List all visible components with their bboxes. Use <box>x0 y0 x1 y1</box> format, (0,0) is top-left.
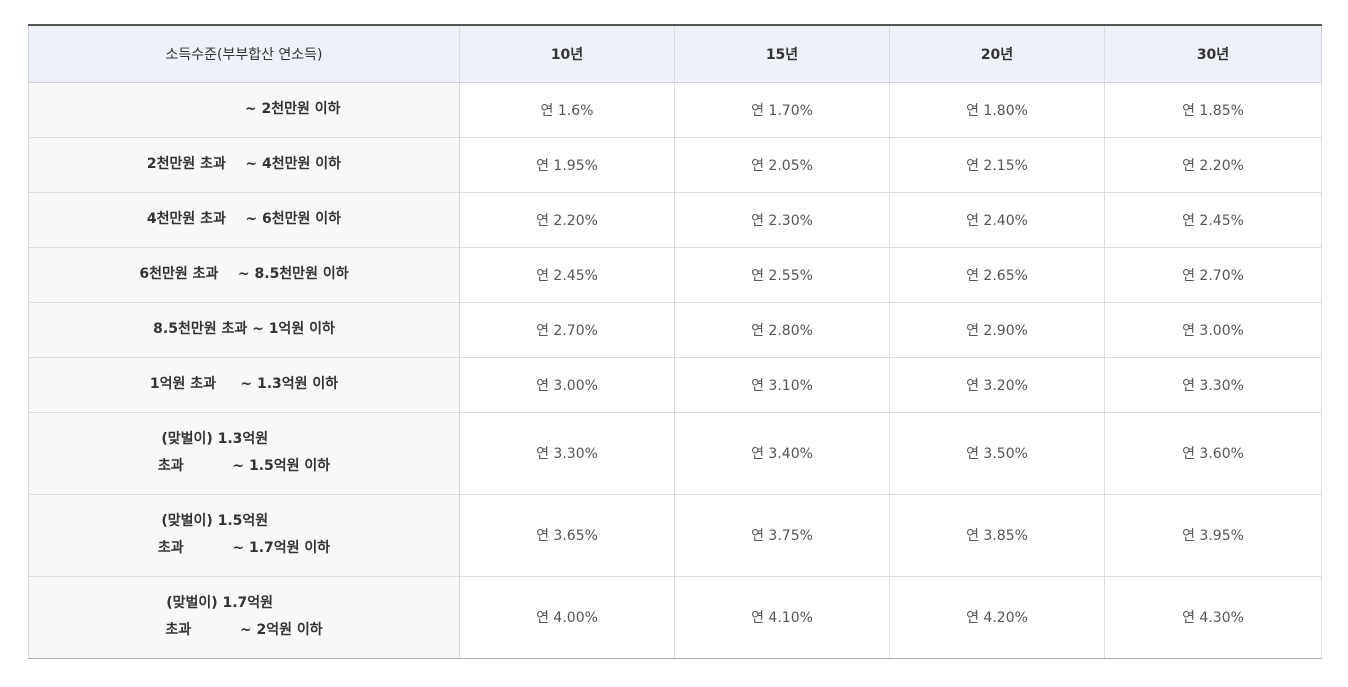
rate-cell-30y: 연 1.85% <box>1104 82 1322 138</box>
rate-cell-30y: 연 4.30% <box>1104 576 1322 659</box>
income-range-cell: (맞벌이) 1.3억원 초과 ~ 1.5억원 이하 <box>28 412 460 495</box>
header-income-level: 소득수준(부부합산 연소득) <box>28 25 460 83</box>
income-range-cell: (맞벌이) 1.7억원 초과 ~ 2억원 이하 <box>28 576 460 659</box>
rate-cell-10y: 연 3.00% <box>459 357 675 413</box>
rate-cell-30y: 연 3.00% <box>1104 302 1322 358</box>
table-row: 4천만원 초과 ~ 6천만원 이하 연 2.20% 연 2.30% 연 2.40… <box>28 192 1322 248</box>
table-row: (맞벌이) 1.3억원 초과 ~ 1.5억원 이하 연 3.30% 연 3.40… <box>28 412 1322 495</box>
income-range-cell: (맞벌이) 1.5억원 초과 ~ 1.7억원 이하 <box>28 494 460 577</box>
rate-cell-10y: 연 3.30% <box>459 412 675 495</box>
rate-cell-15y: 연 2.30% <box>674 192 890 248</box>
rate-table-container: 소득수준(부부합산 연소득) 10년 15년 20년 30년 ~ 2천만원 이하… <box>28 24 1322 659</box>
rate-cell-15y: 연 3.75% <box>674 494 890 577</box>
interest-rate-table: 소득수준(부부합산 연소득) 10년 15년 20년 30년 ~ 2천만원 이하… <box>28 24 1322 659</box>
rate-cell-30y: 연 3.95% <box>1104 494 1322 577</box>
rate-cell-20y: 연 2.90% <box>889 302 1105 358</box>
rate-cell-30y: 연 2.70% <box>1104 247 1322 303</box>
rate-cell-20y: 연 2.65% <box>889 247 1105 303</box>
rate-cell-15y: 연 4.10% <box>674 576 890 659</box>
rate-cell-20y: 연 3.20% <box>889 357 1105 413</box>
rate-cell-15y: 연 3.40% <box>674 412 890 495</box>
table-row: 8.5천만원 초과 ~ 1억원 이하 연 2.70% 연 2.80% 연 2.9… <box>28 302 1322 358</box>
income-range-cell: 4천만원 초과 ~ 6천만원 이하 <box>28 192 460 248</box>
rate-cell-20y: 연 2.40% <box>889 192 1105 248</box>
rate-cell-15y: 연 2.05% <box>674 137 890 193</box>
rate-cell-15y: 연 2.80% <box>674 302 890 358</box>
rate-cell-10y: 연 3.65% <box>459 494 675 577</box>
rate-cell-15y: 연 2.55% <box>674 247 890 303</box>
rate-cell-20y: 연 3.85% <box>889 494 1105 577</box>
table-row: (맞벌이) 1.5억원 초과 ~ 1.7억원 이하 연 3.65% 연 3.75… <box>28 494 1322 577</box>
header-term-20y: 20년 <box>889 25 1105 83</box>
income-range-cell: 1억원 초과 ~ 1.3억원 이하 <box>28 357 460 413</box>
rate-cell-10y: 연 2.45% <box>459 247 675 303</box>
rate-cell-20y: 연 4.20% <box>889 576 1105 659</box>
header-term-10y: 10년 <box>459 25 675 83</box>
rate-cell-30y: 연 2.45% <box>1104 192 1322 248</box>
table-header: 소득수준(부부합산 연소득) 10년 15년 20년 30년 <box>28 25 1322 83</box>
table-row: (맞벌이) 1.7억원 초과 ~ 2억원 이하 연 4.00% 연 4.10% … <box>28 576 1322 659</box>
rate-cell-10y: 연 1.6% <box>459 82 675 138</box>
table-row: 6천만원 초과 ~ 8.5천만원 이하 연 2.45% 연 2.55% 연 2.… <box>28 247 1322 303</box>
rate-cell-30y: 연 3.60% <box>1104 412 1322 495</box>
rate-cell-20y: 연 3.50% <box>889 412 1105 495</box>
rate-cell-30y: 연 2.20% <box>1104 137 1322 193</box>
header-row: 소득수준(부부합산 연소득) 10년 15년 20년 30년 <box>28 25 1322 83</box>
rate-cell-10y: 연 2.20% <box>459 192 675 248</box>
rate-cell-10y: 연 2.70% <box>459 302 675 358</box>
rate-cell-10y: 연 1.95% <box>459 137 675 193</box>
income-range-cell: 6천만원 초과 ~ 8.5천만원 이하 <box>28 247 460 303</box>
table-row: 1억원 초과 ~ 1.3억원 이하 연 3.00% 연 3.10% 연 3.20… <box>28 357 1322 413</box>
table-row: 2천만원 초과 ~ 4천만원 이하 연 1.95% 연 2.05% 연 2.15… <box>28 137 1322 193</box>
rate-cell-10y: 연 4.00% <box>459 576 675 659</box>
income-range-cell: ~ 2천만원 이하 <box>28 82 460 138</box>
rate-cell-20y: 연 1.80% <box>889 82 1105 138</box>
rate-cell-20y: 연 2.15% <box>889 137 1105 193</box>
table-body: ~ 2천만원 이하 연 1.6% 연 1.70% 연 1.80% 연 1.85%… <box>28 82 1322 659</box>
rate-cell-15y: 연 1.70% <box>674 82 890 138</box>
header-term-30y: 30년 <box>1104 25 1322 83</box>
rate-cell-30y: 연 3.30% <box>1104 357 1322 413</box>
rate-cell-15y: 연 3.10% <box>674 357 890 413</box>
income-range-cell: 8.5천만원 초과 ~ 1억원 이하 <box>28 302 460 358</box>
header-term-15y: 15년 <box>674 25 890 83</box>
income-range-cell: 2천만원 초과 ~ 4천만원 이하 <box>28 137 460 193</box>
table-row: ~ 2천만원 이하 연 1.6% 연 1.70% 연 1.80% 연 1.85% <box>28 82 1322 138</box>
